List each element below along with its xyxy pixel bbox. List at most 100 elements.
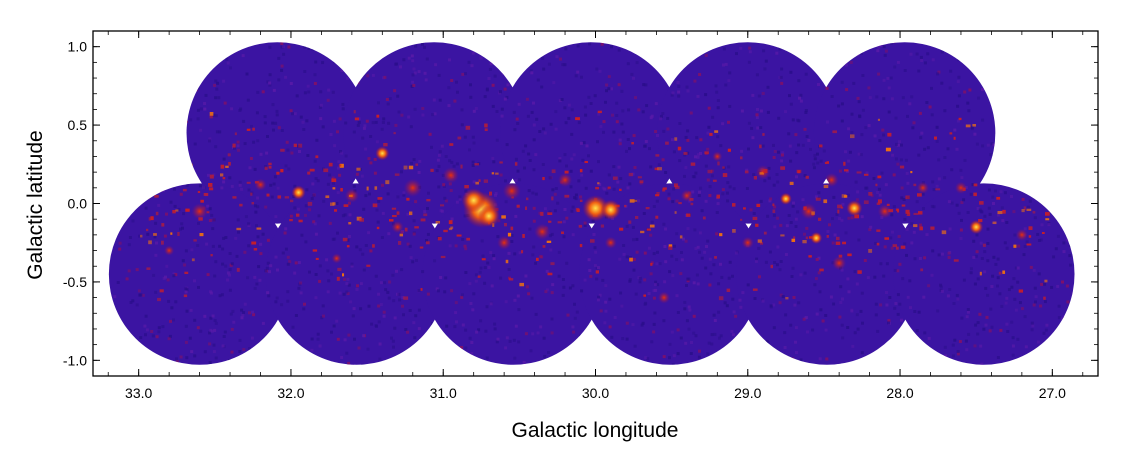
noise-pixel — [116, 281, 120, 284]
noise-pixel — [404, 328, 408, 331]
noise-pixel — [853, 331, 857, 335]
noise-pixel — [340, 371, 343, 374]
noise-pixel — [1056, 56, 1060, 60]
filament-pixel — [483, 179, 489, 183]
noise-pixel — [907, 36, 910, 39]
noise-pixel — [275, 296, 279, 300]
noise-pixel — [1012, 365, 1015, 368]
noise-pixel — [647, 292, 651, 296]
noise-pixel — [1002, 182, 1006, 186]
noise-pixel — [778, 47, 782, 51]
noise-pixel — [208, 36, 211, 39]
noise-pixel — [715, 211, 719, 214]
noise-pixel — [954, 49, 958, 53]
noise-pixel — [538, 363, 542, 365]
noise-pixel — [599, 309, 603, 313]
noise-pixel — [1030, 328, 1034, 332]
x-tick-label: 32.0 — [277, 385, 304, 401]
noise-pixel — [684, 239, 688, 243]
noise-pixel — [585, 144, 589, 148]
noise-pixel — [1087, 251, 1090, 254]
noise-pixel — [671, 200, 675, 204]
noise-pixel — [348, 213, 352, 217]
noise-pixel — [532, 168, 536, 172]
noise-pixel — [902, 198, 906, 201]
noise-pixel — [504, 346, 508, 350]
noise-pixel — [574, 193, 578, 197]
noise-pixel — [563, 106, 567, 110]
noise-pixel — [794, 225, 798, 228]
noise-pixel — [652, 322, 656, 326]
noise-pixel — [108, 65, 110, 69]
noise-pixel — [464, 346, 468, 350]
noise-pixel — [706, 131, 710, 135]
filament-pixel — [722, 173, 728, 178]
noise-pixel — [662, 222, 666, 226]
noise-pixel — [779, 358, 783, 362]
noise-pixel — [298, 282, 302, 286]
filament-pixel — [1016, 177, 1019, 182]
noise-pixel — [304, 35, 307, 38]
noise-pixel — [517, 102, 521, 106]
noise-pixel — [214, 321, 218, 325]
noise-pixel — [596, 266, 600, 270]
noise-pixel — [1073, 42, 1075, 46]
noise-pixel — [352, 307, 356, 311]
noise-pixel — [564, 47, 568, 51]
noise-pixel — [672, 354, 676, 358]
noise-pixel — [495, 37, 498, 40]
filament-pixel — [824, 161, 828, 165]
noise-pixel — [1089, 197, 1092, 200]
filament-pixel — [426, 199, 431, 202]
noise-pixel — [268, 81, 272, 85]
noise-pixel — [347, 361, 351, 365]
filament-pixel — [823, 199, 828, 204]
survey-field-7 — [265, 183, 448, 365]
emission-clump — [331, 253, 342, 264]
filament-pixel — [514, 162, 518, 166]
noise-pixel — [336, 337, 340, 341]
noise-pixel — [121, 103, 125, 106]
noise-pixel — [670, 330, 674, 334]
noise-pixel — [284, 335, 288, 339]
noise-pixel — [845, 88, 849, 92]
noise-pixel — [826, 120, 829, 124]
noise-pixel — [1071, 36, 1074, 39]
noise-pixel — [909, 306, 912, 310]
noise-pixel — [728, 71, 732, 75]
noise-pixel — [351, 314, 355, 318]
noise-pixel — [189, 308, 193, 312]
noise-pixel — [139, 336, 143, 340]
filament-pixel — [772, 203, 775, 207]
noise-pixel — [246, 98, 250, 102]
noise-pixel — [167, 151, 171, 155]
noise-pixel — [690, 341, 693, 344]
noise-pixel — [413, 107, 417, 111]
noise-pixel — [1013, 297, 1017, 301]
noise-pixel — [412, 84, 416, 87]
noise-pixel — [280, 45, 284, 49]
noise-pixel — [708, 257, 712, 261]
noise-pixel — [890, 213, 894, 217]
noise-pixel — [988, 212, 992, 216]
noise-pixel — [735, 39, 738, 42]
filament-pixel — [561, 231, 564, 235]
noise-pixel — [809, 147, 812, 151]
noise-pixel — [426, 353, 429, 357]
noise-pixel — [138, 196, 142, 200]
noise-pixel — [1062, 241, 1066, 245]
noise-pixel — [548, 176, 552, 180]
noise-pixel — [791, 357, 795, 361]
filament-pixel — [763, 231, 767, 235]
noise-pixel — [581, 38, 584, 41]
noise-pixel — [1028, 187, 1032, 191]
noise-pixel — [643, 302, 647, 306]
emission-clump — [832, 256, 847, 271]
noise-pixel — [135, 268, 139, 272]
noise-pixel — [1054, 355, 1058, 359]
noise-pixel — [414, 200, 418, 204]
noise-pixel — [151, 162, 155, 166]
noise-pixel — [472, 180, 476, 184]
noise-pixel — [824, 328, 828, 332]
noise-pixel — [280, 303, 284, 307]
